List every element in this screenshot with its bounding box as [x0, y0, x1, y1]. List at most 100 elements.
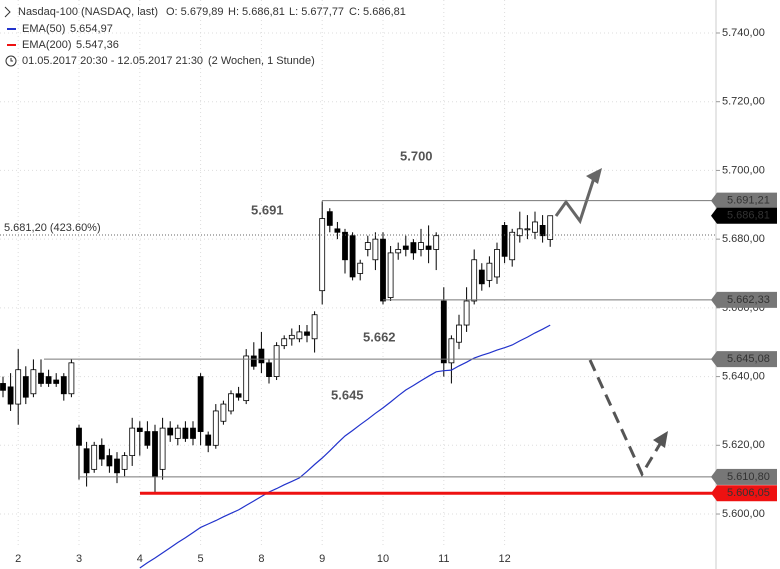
price-tag-pointer [711, 192, 717, 209]
x-tick-label: 5 [198, 553, 204, 565]
price-tag [717, 291, 777, 308]
price-tag [717, 485, 777, 502]
price-tag-pointer [711, 291, 717, 308]
marks [0, 201, 554, 569]
candle-body [190, 427, 196, 439]
annotation: 5.691 [251, 202, 284, 217]
candle-body [494, 249, 500, 278]
candle-body [364, 242, 371, 250]
candle-body [144, 431, 151, 446]
x-tick-label: 11 [438, 553, 449, 565]
candle-body [60, 376, 67, 395]
price-tag-pointer [711, 207, 717, 224]
price-tag [717, 351, 777, 368]
candle-body [288, 334, 295, 340]
candle-body [433, 235, 440, 250]
candle-body [410, 242, 417, 254]
arrow-scenario [588, 359, 662, 478]
y-tick-label: 5.700,00 [722, 164, 765, 176]
candle-body [395, 249, 402, 254]
candle-body [319, 218, 326, 292]
candle-body [372, 238, 379, 261]
candle-body [539, 225, 546, 237]
candle-body [91, 444, 98, 470]
candle-body [342, 231, 348, 261]
low-value: L: 5.677,77 [289, 6, 344, 18]
y-tick-label: 5.720,00 [722, 96, 765, 108]
price-tag-label: 5.606,05 [727, 487, 770, 499]
x-tick-label: 3 [76, 553, 82, 565]
annotation: 5.662 [363, 329, 396, 344]
candle-body [478, 269, 485, 285]
candle-body [387, 252, 394, 298]
candle-body [326, 211, 333, 226]
candle-body [22, 376, 29, 398]
candle-body [304, 331, 310, 336]
price-tag-pointer [711, 468, 717, 485]
candle-body [349, 235, 356, 278]
ema-line [139, 324, 551, 569]
instrument: Nasdaq-100 (NASDAQ, last) [18, 6, 158, 18]
price-tag-label: 5.662,33 [727, 294, 770, 306]
candle-body [547, 215, 554, 240]
clock-icon [5, 55, 17, 67]
x-tick-label: 10 [377, 553, 389, 565]
candle-body [45, 376, 52, 384]
annotation: 5.700 [400, 148, 433, 163]
candle-body [448, 338, 455, 364]
x-tick-label: 4 [137, 553, 143, 565]
price-tag-pointer [711, 351, 717, 368]
candle-body [136, 427, 143, 432]
y-tick-label: 5.600,00 [722, 508, 765, 520]
legend-value: 5.654,97 [70, 23, 113, 35]
candle-body [334, 228, 341, 233]
x-tick-label: 9 [319, 553, 325, 565]
candle-body [281, 338, 288, 347]
candle-body [471, 259, 478, 302]
candle-body [159, 427, 166, 470]
arrow-up [554, 177, 596, 225]
candle-body [524, 228, 531, 231]
span: (2 Wochen, 1 Stunde) [208, 55, 315, 67]
price-tag-label: 5.645,08 [727, 353, 770, 365]
candle-body [509, 231, 516, 261]
candle-body [463, 300, 470, 326]
candle-body [0, 383, 6, 391]
candle-body [167, 427, 174, 436]
candle-body [121, 455, 128, 470]
candle-body [15, 369, 22, 405]
legend-name: EMA(200) [22, 39, 72, 51]
reference-label: 5.681,20 (423.60%) [4, 222, 101, 234]
candle-body [402, 245, 409, 250]
arrowhead [586, 168, 602, 184]
annotation: 5.645 [331, 387, 364, 402]
candle-body [212, 410, 219, 446]
candle-body [235, 393, 242, 398]
y-tick-label: 5.620,00 [722, 439, 765, 451]
legend-name: EMA(50) [22, 23, 65, 35]
candle-body [30, 369, 37, 395]
candle-body [456, 324, 462, 343]
candle-body [106, 455, 113, 467]
legend-value: 5.547,36 [76, 39, 119, 51]
candle-body [486, 262, 493, 281]
x-tick-label: 12 [498, 553, 510, 565]
candle-body [357, 262, 364, 274]
candle-body [418, 242, 424, 250]
y-tick-label: 5.680,00 [722, 233, 765, 245]
candle-body [152, 431, 158, 477]
candle-body [205, 434, 212, 446]
price-tag [717, 192, 777, 209]
candle-body [532, 221, 538, 233]
candle-body [220, 403, 227, 422]
clock-hand [10, 58, 13, 62]
candle-body [68, 362, 75, 395]
candle-body [243, 355, 250, 402]
candle-body [197, 376, 204, 432]
x-tick-label: 8 [258, 553, 264, 565]
price-tag-label: 5.610,80 [727, 471, 770, 483]
expand-icon [4, 6, 11, 18]
candle-body [425, 245, 432, 250]
price-tag-label: 5.691,21 [727, 195, 770, 207]
